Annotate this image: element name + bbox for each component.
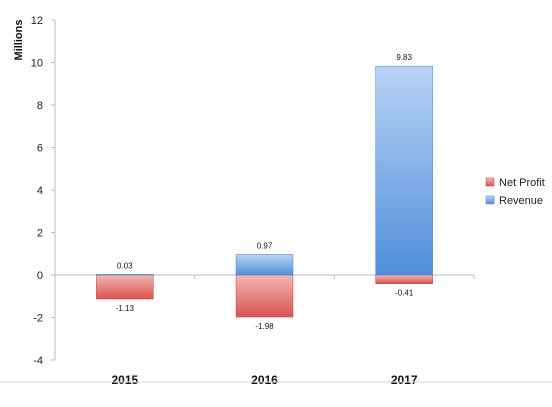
bar-net-profit-2016 [235,274,294,318]
bars [96,65,433,318]
legend-label: Net Profit [499,177,545,189]
data-label: 0.03 [117,261,133,270]
bar-revenue-2016 [235,254,294,276]
x-category-label: 2016 [251,373,278,387]
y-tick-label: -2 [33,313,43,325]
bar-revenue-2015 [96,274,154,276]
data-label: 0.97 [257,241,273,250]
data-label: -0.41 [395,289,414,298]
x-category-label: 2015 [111,373,138,387]
y-axis: -4 -2 0 2 4 6 8 10 12 [31,15,56,367]
y-axis-title: Millions [13,20,25,61]
y-tick-label: 0 [37,270,43,282]
y-tick-label: 6 [37,143,43,155]
y-tick-label: -4 [33,355,43,367]
y-tick-label: 4 [37,185,43,197]
data-label: -1.98 [255,322,274,331]
legend: Net Profit Revenue [485,177,545,207]
data-labels: -1.13 -1.98 -0.41 0.03 0.97 9.83 [116,53,414,331]
y-tick-label: 10 [31,58,43,70]
legend-swatch-revenue [485,195,495,205]
data-label: 9.83 [396,53,412,62]
x-category-label: 2017 [391,373,418,387]
legend-swatch-net-profit [485,177,495,187]
y-tick-label: 8 [37,100,43,112]
bar-net-profit-2017 [375,274,433,284]
y-tick-label: 2 [37,228,43,240]
legend-label: Revenue [499,195,543,207]
bar-net-profit-2015 [96,274,154,300]
data-label: -1.13 [116,304,135,313]
y-tick-label: 12 [31,15,43,27]
bar-revenue-2017 [375,65,433,276]
